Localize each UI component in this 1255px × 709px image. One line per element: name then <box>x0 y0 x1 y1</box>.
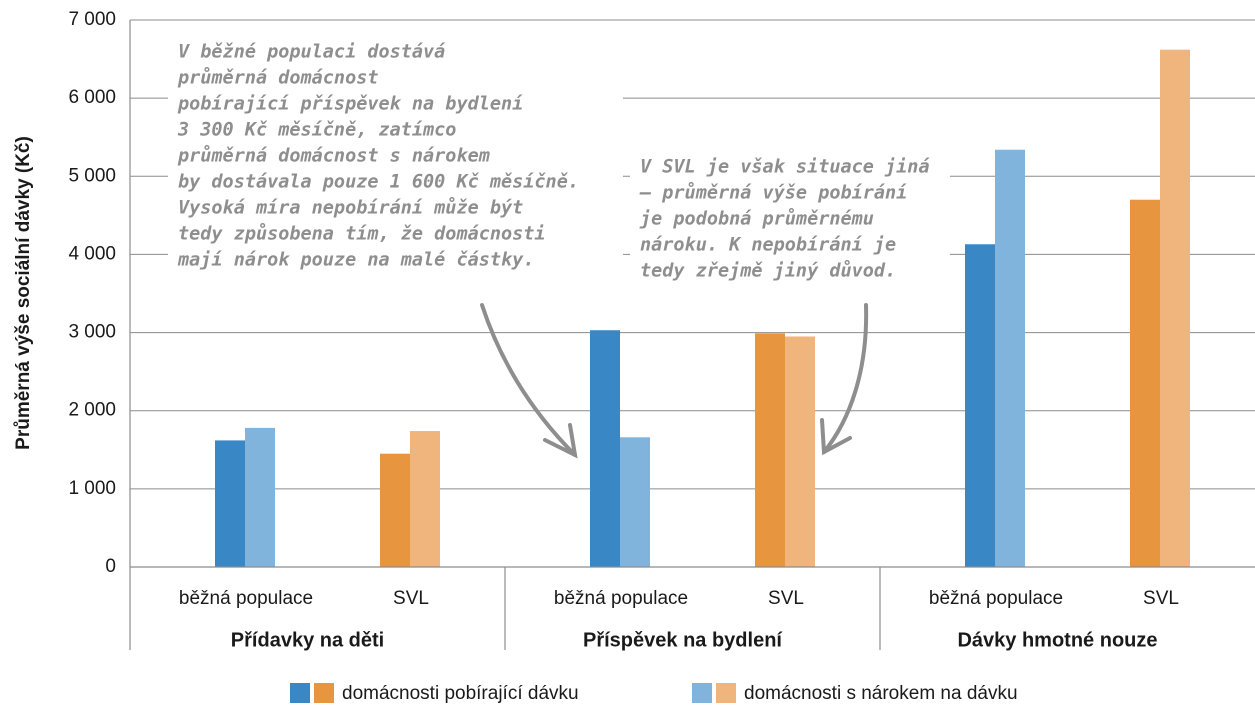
bar <box>245 427 275 567</box>
y-tick-label: 6 000 <box>68 87 116 108</box>
arrow-head <box>820 418 852 456</box>
bar <box>965 244 995 567</box>
x-tick-label: SVL <box>1143 588 1179 609</box>
y-tick-label: 4 000 <box>68 243 116 264</box>
annotation-line: – průměrná výše pobírání <box>639 180 907 204</box>
x-tick-label: SVL <box>768 588 804 609</box>
y-tick-label: 3 000 <box>68 322 116 343</box>
bar <box>755 333 785 567</box>
y-axis-label: Průměrná výše sociální dávky (Kč) <box>13 136 34 450</box>
x-tick-label: běžná populace <box>179 588 313 609</box>
annotation-arrow <box>822 303 869 454</box>
annotation-arrow <box>480 303 577 457</box>
x-tick-label: SVL <box>393 588 429 609</box>
group-label: Dávky hmotné nouze <box>957 629 1157 651</box>
x-tick-label: běžná populace <box>554 588 688 609</box>
group-label: Přídavky na děti <box>231 629 384 651</box>
annotation-line: V SVL je však situace jiná <box>640 157 930 178</box>
annotation-line: Vysoká míra nepobírání může být <box>178 195 523 219</box>
annotation-line: V běžné populaci dostává <box>178 42 446 63</box>
y-tick-label: 1 000 <box>68 478 116 499</box>
bar <box>380 453 410 567</box>
bar <box>620 437 650 567</box>
group-label: Příspěvek na bydlení <box>583 629 783 651</box>
annotation-line: tedy zřejmě jiný důvod. <box>640 258 896 282</box>
annotation-line: 3 300 Kč měsíčně, zatímco <box>177 120 456 141</box>
legend-label: domácnosti pobírající dávku <box>342 683 579 704</box>
y-tick-label: 7 000 <box>68 9 116 30</box>
bar <box>590 330 620 567</box>
legend-swatch <box>290 683 310 703</box>
bar <box>1160 49 1190 568</box>
bar <box>1130 199 1160 567</box>
legend-swatch <box>716 683 736 703</box>
annotation-line: průměrná domácnost <box>177 65 378 89</box>
bar <box>215 440 245 567</box>
y-tick-label: 2 000 <box>68 400 116 421</box>
annotation-line: je podobná průměrnému <box>639 206 874 230</box>
y-tick-label: 5 000 <box>68 165 116 186</box>
arrow-head <box>543 423 578 459</box>
annotation-line: nároku. K nepobírání je <box>640 235 896 256</box>
annotation-background <box>630 145 950 283</box>
legend-swatch <box>314 683 334 703</box>
annotation-line: pobírající příspěvek na bydlení <box>177 94 523 115</box>
bar <box>410 431 440 567</box>
x-tick-label: běžná populace <box>929 588 1063 609</box>
bar <box>785 336 815 567</box>
annotation-line: by dostávala pouze 1 600 Kč měsíčně. <box>178 172 579 193</box>
annotation-line: mají nárok pouze na malé částky. <box>177 250 534 271</box>
legend-label: domácnosti s nárokem na dávku <box>744 683 1018 704</box>
annotation-line: tedy způsobena tím, že domácnosti <box>178 221 546 245</box>
bar <box>995 149 1025 567</box>
annotation-line: průměrná domácnost s nárokem <box>177 143 490 167</box>
legend-swatch <box>692 683 712 703</box>
annotation-background <box>168 30 623 272</box>
y-tick-label: 0 <box>105 556 116 577</box>
